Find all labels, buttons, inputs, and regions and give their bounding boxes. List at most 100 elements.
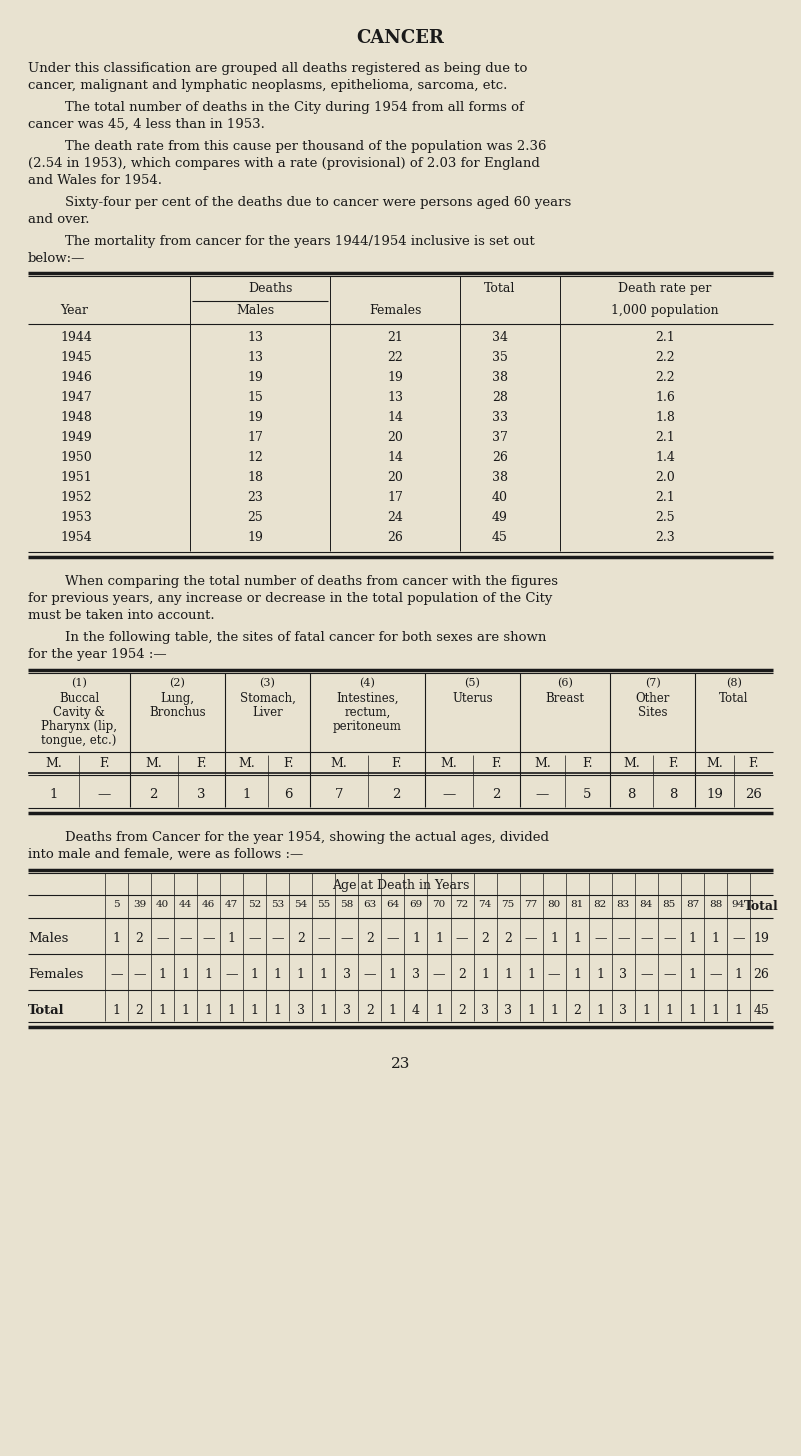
Text: 34: 34 <box>492 331 508 344</box>
Text: —: — <box>156 932 169 945</box>
Text: 1: 1 <box>574 968 582 981</box>
Text: —: — <box>732 932 745 945</box>
Text: 1: 1 <box>112 1005 120 1016</box>
Text: —: — <box>663 968 675 981</box>
Text: 1: 1 <box>735 1005 743 1016</box>
Text: 1: 1 <box>204 968 212 981</box>
Text: 38: 38 <box>492 371 508 384</box>
Text: 18: 18 <box>247 470 263 483</box>
Text: M.: M. <box>145 757 162 770</box>
Text: 52: 52 <box>248 900 261 909</box>
Text: When comparing the total number of deaths from cancer with the figures: When comparing the total number of death… <box>65 575 558 588</box>
Text: and Wales for 1954.: and Wales for 1954. <box>28 175 162 186</box>
Text: 1: 1 <box>389 968 397 981</box>
Text: must be taken into account.: must be taken into account. <box>28 609 215 622</box>
Text: 1.4: 1.4 <box>655 451 675 464</box>
Text: Breast: Breast <box>545 692 585 705</box>
Text: 20: 20 <box>387 470 403 483</box>
Text: 24: 24 <box>387 511 403 524</box>
Text: —: — <box>272 932 284 945</box>
Text: 5: 5 <box>583 788 592 801</box>
Text: 75: 75 <box>501 900 515 909</box>
Text: 1: 1 <box>550 932 558 945</box>
Text: 1: 1 <box>251 968 259 981</box>
Text: 1: 1 <box>251 1005 259 1016</box>
Text: 1: 1 <box>596 968 604 981</box>
Text: —: — <box>640 968 653 981</box>
Text: Bronchus: Bronchus <box>149 706 206 719</box>
Text: 1: 1 <box>435 932 443 945</box>
Text: 3: 3 <box>297 1005 305 1016</box>
Text: 37: 37 <box>492 431 508 444</box>
Text: 1: 1 <box>504 968 512 981</box>
Text: Liver: Liver <box>252 706 283 719</box>
Text: 40: 40 <box>492 491 508 504</box>
Text: 20: 20 <box>387 431 403 444</box>
Text: (3): (3) <box>260 678 276 689</box>
Text: M.: M. <box>706 757 723 770</box>
Text: Buccal: Buccal <box>59 692 99 705</box>
Text: 1948: 1948 <box>60 411 92 424</box>
Text: 82: 82 <box>594 900 607 909</box>
Text: 1951: 1951 <box>60 470 92 483</box>
Text: 53: 53 <box>271 900 284 909</box>
Text: —: — <box>317 932 330 945</box>
Text: 2.2: 2.2 <box>655 351 674 364</box>
Text: 2: 2 <box>366 932 374 945</box>
Text: 1: 1 <box>527 968 535 981</box>
Text: Intestines,: Intestines, <box>336 692 399 705</box>
Text: Females: Females <box>28 968 83 981</box>
Text: 1: 1 <box>642 1005 650 1016</box>
Text: 84: 84 <box>640 900 653 909</box>
Text: 2: 2 <box>135 1005 143 1016</box>
Text: (2.54 in 1953), which compares with a rate (provisional) of 2.03 for England: (2.54 in 1953), which compares with a ra… <box>28 157 540 170</box>
Text: —: — <box>433 968 445 981</box>
Text: —: — <box>179 932 192 945</box>
Text: 19: 19 <box>247 411 263 424</box>
Text: 58: 58 <box>340 900 353 909</box>
Text: 3: 3 <box>481 1005 489 1016</box>
Text: F.: F. <box>391 757 401 770</box>
Text: 25: 25 <box>248 511 263 524</box>
Text: 2.3: 2.3 <box>655 531 675 545</box>
Text: (4): (4) <box>360 678 376 689</box>
Text: 2.1: 2.1 <box>655 331 675 344</box>
Text: (6): (6) <box>557 678 573 689</box>
Text: 1: 1 <box>435 1005 443 1016</box>
Text: —: — <box>248 932 261 945</box>
Text: Lung,: Lung, <box>160 692 195 705</box>
Text: 23: 23 <box>391 1057 410 1072</box>
Text: peritoneum: peritoneum <box>333 721 402 732</box>
Text: 3: 3 <box>343 968 351 981</box>
Text: (8): (8) <box>726 678 742 689</box>
Text: for previous years, any increase or decrease in the total population of the City: for previous years, any increase or decr… <box>28 593 553 606</box>
Text: 1: 1 <box>688 932 696 945</box>
Text: (5): (5) <box>465 678 481 689</box>
Text: 1: 1 <box>182 1005 190 1016</box>
Text: Deaths: Deaths <box>248 282 292 296</box>
Text: —: — <box>442 788 456 801</box>
Text: (1): (1) <box>71 678 87 689</box>
Text: 70: 70 <box>433 900 445 909</box>
Text: 17: 17 <box>247 431 263 444</box>
Text: 15: 15 <box>247 392 263 403</box>
Text: 1: 1 <box>412 932 420 945</box>
Text: —: — <box>387 932 399 945</box>
Text: 1: 1 <box>574 932 582 945</box>
Text: 8: 8 <box>670 788 678 801</box>
Text: 63: 63 <box>364 900 376 909</box>
Text: 2: 2 <box>458 968 466 981</box>
Text: Stomach,: Stomach, <box>239 692 296 705</box>
Text: —: — <box>456 932 469 945</box>
Text: 12: 12 <box>247 451 263 464</box>
Text: 2: 2 <box>366 1005 374 1016</box>
Text: The mortality from cancer for the years 1944/1954 inclusive is set out: The mortality from cancer for the years … <box>65 234 535 248</box>
Text: 35: 35 <box>492 351 508 364</box>
Text: 23: 23 <box>247 491 263 504</box>
Text: 1: 1 <box>688 1005 696 1016</box>
Text: 1,000 population: 1,000 population <box>611 304 718 317</box>
Text: 80: 80 <box>548 900 561 909</box>
Text: 1: 1 <box>481 968 489 981</box>
Text: 1: 1 <box>227 1005 235 1016</box>
Text: —: — <box>640 932 653 945</box>
